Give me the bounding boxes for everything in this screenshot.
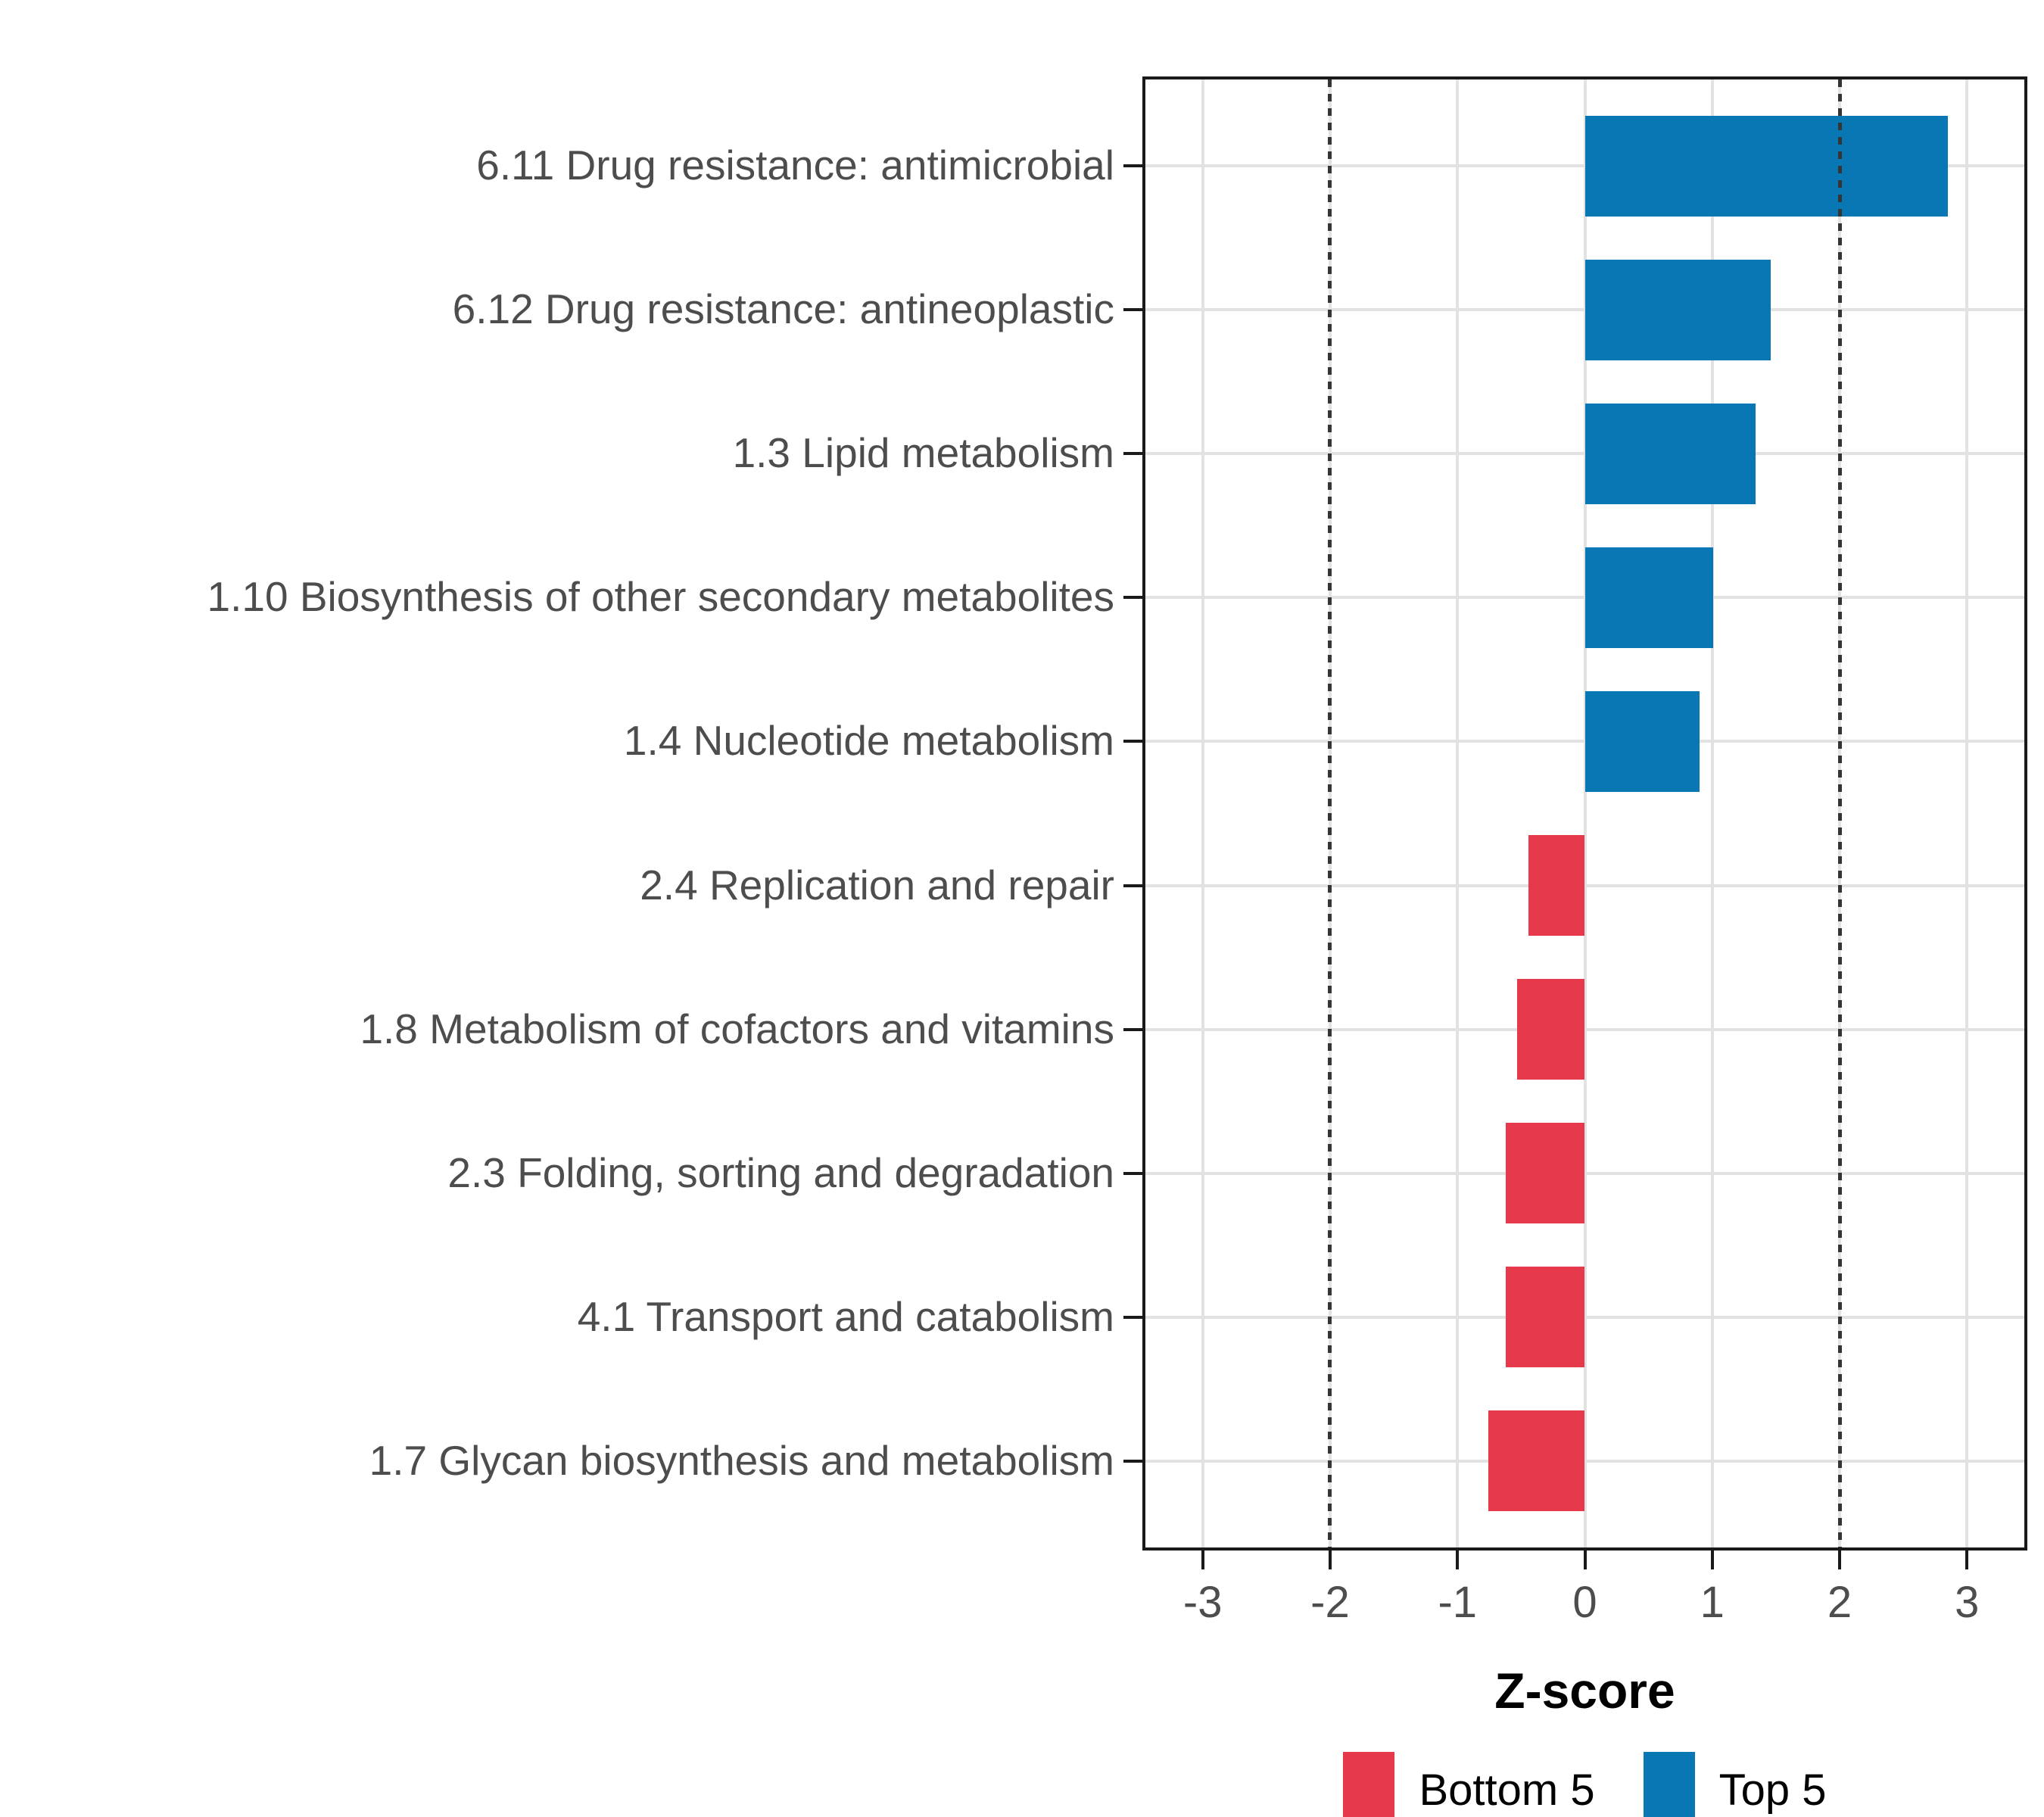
- bar-negative: [1506, 1123, 1585, 1224]
- y-axis-label: 4.1 Transport and catabolism: [577, 1292, 1114, 1340]
- y-tick-mark: [1123, 1315, 1142, 1319]
- bar-negative: [1528, 835, 1585, 937]
- y-gridline: [1145, 884, 2024, 887]
- x-tick-label: 3: [1955, 1578, 1980, 1627]
- legend: Bottom 5 Top 5: [1142, 1749, 2027, 1817]
- x-gridline: [1201, 79, 1204, 1547]
- bottom5-swatch-icon: [1343, 1751, 1395, 1817]
- y-tick-mark: [1123, 308, 1142, 312]
- x-gridline: [1965, 79, 1969, 1547]
- bar-positive: [1584, 115, 1949, 217]
- bar-positive: [1584, 259, 1771, 360]
- x-tick-mark: [1456, 1551, 1460, 1569]
- y-axis-label: 1.7 Glycan biosynthesis and metabolism: [369, 1436, 1114, 1484]
- y-axis-label: 1.8 Metabolism of cofactors and vitamins: [360, 1005, 1114, 1052]
- x-tick-mark: [1583, 1551, 1587, 1569]
- y-tick-mark: [1123, 1171, 1142, 1175]
- y-tick-mark: [1123, 1027, 1142, 1031]
- y-axis-label: 2.4 Replication and repair: [640, 861, 1114, 908]
- x-tick-label: -3: [1182, 1578, 1223, 1627]
- x-tick-mark: [1328, 1551, 1332, 1569]
- x-tick-label: 0: [1572, 1578, 1597, 1627]
- bar-negative: [1506, 1267, 1585, 1368]
- x-tick-mark: [1838, 1551, 1842, 1569]
- y-tick-mark: [1123, 1459, 1142, 1463]
- legend-label-bottom5: Bottom 5: [1419, 1766, 1595, 1815]
- x-axis-title: Z-score: [1494, 1663, 1675, 1719]
- y-gridline: [1145, 1459, 2024, 1463]
- x-gridline: [1583, 79, 1587, 1547]
- x-gridline: [1456, 79, 1460, 1547]
- y-axis-label: 6.11 Drug resistance: antimicrobial: [476, 142, 1114, 189]
- plot-panel: [1142, 76, 2027, 1551]
- bar-negative: [1488, 1410, 1585, 1512]
- reference-line: [1328, 79, 1332, 1547]
- x-tick-label: 2: [1827, 1578, 1852, 1627]
- y-axis-label: 1.3 Lipid metabolism: [732, 429, 1114, 477]
- y-tick-mark: [1123, 452, 1142, 456]
- y-tick-mark: [1123, 164, 1142, 168]
- x-tick-label: 1: [1700, 1578, 1725, 1627]
- x-tick-label: -1: [1438, 1578, 1478, 1627]
- bar-positive: [1584, 547, 1714, 648]
- x-gridline: [1710, 79, 1714, 1547]
- top5-swatch-icon: [1643, 1751, 1695, 1817]
- legend-item-bottom5: Bottom 5: [1343, 1751, 1595, 1817]
- y-axis-label: 6.12 Drug resistance: antineoplastic: [452, 285, 1114, 333]
- legend-item-top5: Top 5: [1643, 1751, 1827, 1817]
- reference-line: [1837, 79, 1842, 1547]
- y-gridline: [1145, 1315, 2024, 1319]
- x-tick-mark: [1710, 1551, 1714, 1569]
- legend-label-top5: Top 5: [1718, 1766, 1827, 1815]
- y-tick-mark: [1123, 596, 1142, 600]
- y-gridline: [1145, 1027, 2024, 1031]
- bar-negative: [1517, 979, 1585, 1080]
- y-tick-mark: [1123, 884, 1142, 887]
- x-tick-mark: [1201, 1551, 1204, 1569]
- y-gridline: [1145, 1171, 2024, 1175]
- y-axis-label: 1.4 Nucleotide metabolism: [623, 717, 1114, 765]
- y-axis-label: 2.3 Folding, sorting and degradation: [447, 1148, 1114, 1196]
- x-tick-label: -2: [1310, 1578, 1350, 1627]
- bar-positive: [1584, 690, 1700, 792]
- y-axis-label: 1.10 Biosynthesis of other secondary met…: [207, 573, 1114, 621]
- y-tick-mark: [1123, 740, 1142, 743]
- x-tick-mark: [1965, 1551, 1969, 1569]
- bar-positive: [1584, 403, 1756, 504]
